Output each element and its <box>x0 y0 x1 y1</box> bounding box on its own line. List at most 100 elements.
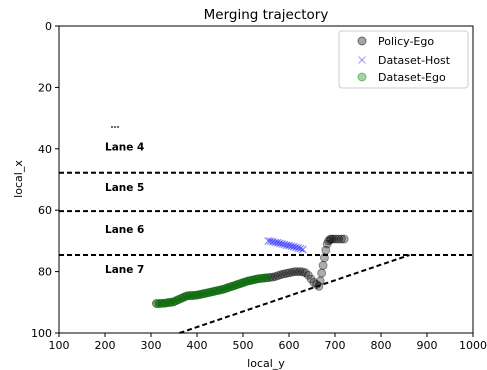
legend-label-policy-ego: Policy-Ego <box>378 35 434 48</box>
policy-ego-point <box>226 282 236 292</box>
dataset-ego-point <box>256 273 266 283</box>
policy-ego-point <box>270 272 280 281</box>
x-tick-label: 1000 <box>459 339 487 352</box>
series-policy-ego <box>152 234 349 308</box>
dataset-host-point <box>268 237 277 246</box>
policy-ego-point <box>243 276 253 286</box>
legend-marker-dataset-host <box>358 56 366 64</box>
policy-ego-point <box>268 272 277 282</box>
dataset-ego-point <box>168 297 178 307</box>
policy-ego-point <box>168 297 178 307</box>
dataset-host-point <box>275 239 284 248</box>
y-tick-label: 100 <box>31 327 52 340</box>
dataset-ego-point <box>251 274 261 284</box>
dataset-host-point <box>289 242 298 251</box>
policy-ego-point <box>298 267 308 277</box>
stray-dots <box>111 126 119 128</box>
dataset-host-point <box>291 243 300 252</box>
policy-ego-point <box>331 234 341 244</box>
series-dataset-ego <box>152 273 272 308</box>
policy-ego-point <box>165 297 175 307</box>
policy-ego-point <box>221 284 230 293</box>
policy-ego-point <box>328 234 338 244</box>
lane-labels: Lane 4 Lane 5 Lane 6 Lane 7 <box>105 141 144 275</box>
dataset-ego-point <box>204 288 214 297</box>
x-tick-label: 500 <box>233 339 254 352</box>
policy-ego-point <box>314 281 324 291</box>
policy-ego-point <box>287 267 297 277</box>
policy-ego-point <box>152 299 161 308</box>
policy-ego-point <box>251 274 261 284</box>
dataset-host-point <box>298 245 307 254</box>
policy-ego-point <box>324 236 333 246</box>
dataset-ego-point <box>262 273 272 283</box>
dataset-ego-point <box>193 290 203 300</box>
dataset-ego-point <box>245 276 255 285</box>
policy-ego-point <box>317 268 327 278</box>
policy-ego-point <box>187 291 197 300</box>
policy-ego-point <box>322 239 332 249</box>
y-tick-label: 60 <box>38 204 52 217</box>
lane-label: Lane 7 <box>105 264 144 276</box>
dataset-host-point <box>271 238 280 247</box>
policy-ego-point <box>295 267 305 277</box>
policy-ego-point <box>320 253 329 263</box>
policy-ego-point <box>265 273 275 282</box>
dataset-ego-point <box>176 293 186 303</box>
x-tick-label: 200 <box>95 339 116 352</box>
x-tick-label: 100 <box>49 339 70 352</box>
dataset-ego-point <box>229 281 239 291</box>
dataset-ego-point <box>201 288 211 298</box>
policy-ego-point <box>337 234 346 244</box>
policy-ego-point <box>254 274 264 284</box>
policy-ego-point <box>215 285 225 295</box>
policy-ego-point <box>326 234 336 244</box>
policy-ego-point <box>196 289 206 299</box>
legend: Policy-Ego Dataset-Host Dataset-Ego <box>338 30 469 89</box>
policy-ego-point <box>199 289 208 299</box>
policy-ego-point <box>306 274 316 284</box>
lane-lines <box>59 171 473 334</box>
policy-ego-point <box>339 234 349 244</box>
policy-ego-point <box>259 273 269 283</box>
dataset-ego-point <box>232 280 241 290</box>
dataset-ego-point <box>163 298 172 308</box>
policy-ego-point <box>179 292 189 302</box>
policy-ego-point <box>229 281 239 291</box>
policy-ego-point <box>318 261 328 270</box>
dataset-host-point <box>287 242 296 251</box>
dataset-ego-point <box>226 282 236 292</box>
policy-ego-point <box>232 280 241 290</box>
dataset-ego-point <box>237 278 247 288</box>
x-axis: 100 200 300 400 500 600 700 800 900 1000 <box>49 333 487 352</box>
dataset-ego-point <box>196 289 206 299</box>
x-tick-label: 300 <box>141 339 162 352</box>
policy-ego-point <box>334 234 344 244</box>
policy-ego-point <box>223 283 233 292</box>
dataset-ego-point <box>259 273 269 283</box>
dataset-ego-point <box>243 276 253 286</box>
dataset-host-point <box>285 241 293 250</box>
x-tick-label: 700 <box>325 339 346 352</box>
policy-ego-point <box>256 273 266 283</box>
policy-ego-point <box>303 270 313 280</box>
lane-line-4 <box>179 254 410 334</box>
policy-ego-point <box>240 277 250 287</box>
policy-ego-point <box>157 298 167 308</box>
policy-ego-point <box>207 287 217 297</box>
policy-ego-point <box>210 286 219 296</box>
policy-ego-point <box>190 290 200 300</box>
dataset-ego-point <box>248 275 258 285</box>
legend-marker-dataset-ego <box>357 72 367 82</box>
policy-ego-point <box>193 290 203 300</box>
policy-ego-point <box>281 269 291 278</box>
policy-ego-point <box>163 298 172 308</box>
dataset-ego-point <box>190 290 200 300</box>
policy-ego-point <box>262 273 272 283</box>
dataset-ego-point <box>199 289 208 299</box>
policy-ego-point <box>154 299 164 308</box>
dataset-ego-point <box>254 274 264 284</box>
dataset-host-point <box>296 244 305 253</box>
dataset-ego-point <box>174 295 184 304</box>
